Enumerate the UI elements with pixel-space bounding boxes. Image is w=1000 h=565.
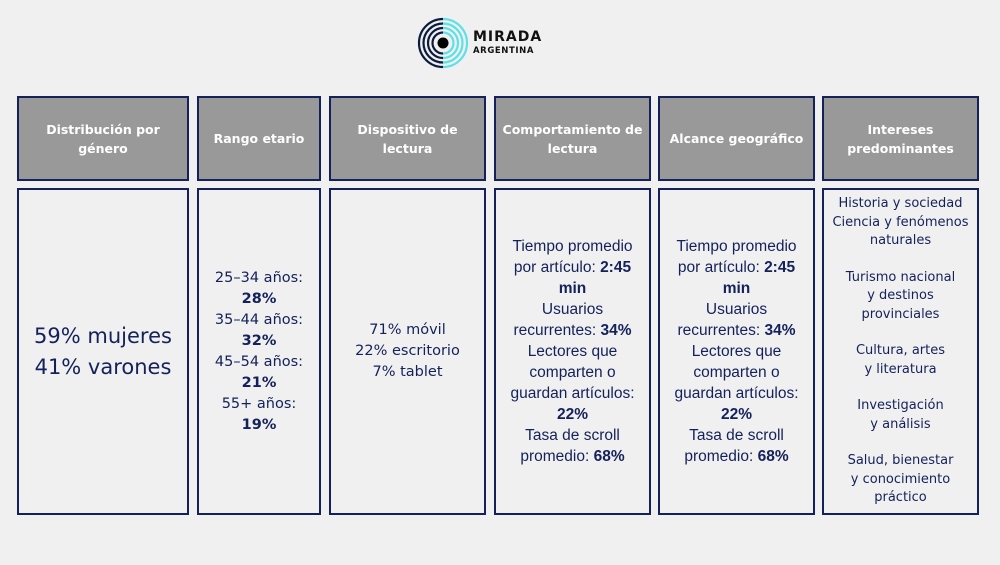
interest-text: Cultura, artes bbox=[855, 343, 946, 359]
behavior-text: promedio: bbox=[520, 448, 594, 465]
interest-text: Investigación bbox=[857, 398, 944, 414]
brand-name-line1: MIRADA bbox=[473, 29, 543, 46]
interest-group: Salud, bienestar y conocimiento práctico bbox=[848, 452, 954, 508]
header-age-range: Rango etario bbox=[197, 96, 321, 181]
geo-text: Lectores que bbox=[691, 343, 782, 360]
age-label: 35–44 años: bbox=[214, 311, 304, 328]
interest-text: práctico bbox=[874, 490, 927, 506]
recurrent-value: 34% bbox=[764, 322, 796, 339]
header-gender: Distribución por género bbox=[17, 96, 189, 181]
header-reading-behavior: Comportamiento de lectura bbox=[494, 96, 651, 181]
geo-text: Tiempo promedio bbox=[676, 238, 797, 255]
share-value: 22% bbox=[720, 406, 753, 423]
behavior-text: guardan artículos: bbox=[510, 385, 635, 402]
interest-group: Turismo nacional y destinos provinciales bbox=[846, 269, 955, 325]
share-value: 22% bbox=[556, 406, 589, 423]
avg-time-value: 2:45 bbox=[600, 259, 632, 276]
behavior-text: Tasa de scroll bbox=[525, 427, 620, 444]
device-tablet: 7% tablet bbox=[372, 364, 443, 380]
header-interests: Intereses predominantes bbox=[822, 96, 979, 181]
header-geo-reach: Alcance geográfico bbox=[658, 96, 815, 181]
interest-text: Historia y sociedad bbox=[838, 196, 963, 212]
gender-men: 41% varones bbox=[34, 354, 172, 379]
age-label: 45–54 años: bbox=[214, 353, 304, 370]
scroll-value: 68% bbox=[593, 448, 625, 465]
avg-time-value: 2:45 bbox=[764, 259, 796, 276]
behavior-text: Usuarios bbox=[541, 301, 604, 318]
interest-text: naturales bbox=[869, 233, 932, 249]
interest-group: Investigación y análisis bbox=[857, 397, 943, 434]
spiral-logo-icon bbox=[417, 17, 469, 69]
avg-time-unit: min bbox=[722, 280, 751, 297]
age-value: 19% bbox=[241, 416, 277, 433]
age-label: 25–34 años: bbox=[214, 269, 304, 286]
behavior-text: Tiempo promedio bbox=[512, 238, 633, 255]
interest-text: y conocimiento bbox=[850, 471, 951, 487]
interest-text: Ciencia y fenómenos bbox=[832, 214, 969, 230]
interest-text: y destinos bbox=[867, 288, 934, 304]
geo-text: Tasa de scroll bbox=[689, 427, 784, 444]
interests-cell: Historia y sociedad Ciencia y fenómenos … bbox=[822, 188, 979, 515]
scroll-value: 68% bbox=[757, 448, 789, 465]
interest-text: Salud, bienestar bbox=[847, 453, 954, 469]
age-label: 55+ años: bbox=[221, 395, 297, 412]
header-device: Dispositivo de lectura bbox=[329, 96, 486, 181]
interest-text: provinciales bbox=[861, 306, 940, 322]
reading-behavior-cell: Tiempo promedio por artículo: 2:45 min U… bbox=[494, 188, 651, 515]
geo-text: comparten o bbox=[693, 364, 780, 381]
interest-text: Turismo nacional bbox=[845, 269, 956, 285]
geo-reach-cell: Tiempo promedio por artículo: 2:45 min U… bbox=[658, 188, 815, 515]
recurrent-value: 34% bbox=[600, 322, 632, 339]
geo-text: Usuarios bbox=[705, 301, 768, 318]
device-desktop: 22% escritorio bbox=[355, 343, 460, 359]
geo-text: recurrentes: bbox=[677, 322, 765, 339]
age-value: 32% bbox=[241, 332, 277, 349]
behavior-text: comparten o bbox=[529, 364, 616, 381]
avg-time-unit: min bbox=[558, 280, 587, 297]
interest-text: y literatura bbox=[864, 361, 937, 377]
device-mobile: 71% móvil bbox=[369, 322, 446, 338]
age-value: 28% bbox=[241, 290, 277, 307]
gender-cell: 59% mujeres 41% varones bbox=[17, 188, 189, 515]
age-range-cell: 25–34 años: 28% 35–44 años: 32% 45–54 añ… bbox=[197, 188, 321, 515]
interest-text: y análisis bbox=[870, 416, 931, 432]
interest-group: Historia y sociedad Ciencia y fenómenos … bbox=[832, 195, 968, 251]
geo-text: por artículo: bbox=[677, 259, 765, 276]
device-cell: 71% móvil 22% escritorio 7% tablet bbox=[329, 188, 486, 515]
geo-text: guardan artículos: bbox=[674, 385, 799, 402]
behavior-text: recurrentes: bbox=[513, 322, 601, 339]
interest-group: Cultura, artes y literatura bbox=[856, 342, 945, 379]
behavior-text: por artículo: bbox=[513, 259, 601, 276]
geo-text: promedio: bbox=[684, 448, 758, 465]
gender-women: 59% mujeres bbox=[34, 323, 172, 348]
brand-name-line2: ARGENTINA bbox=[473, 46, 535, 57]
behavior-text: Lectores que bbox=[527, 343, 618, 360]
age-value: 21% bbox=[241, 374, 277, 391]
mirada-argentina-logo: MIRADA ARGENTINA bbox=[417, 17, 567, 69]
